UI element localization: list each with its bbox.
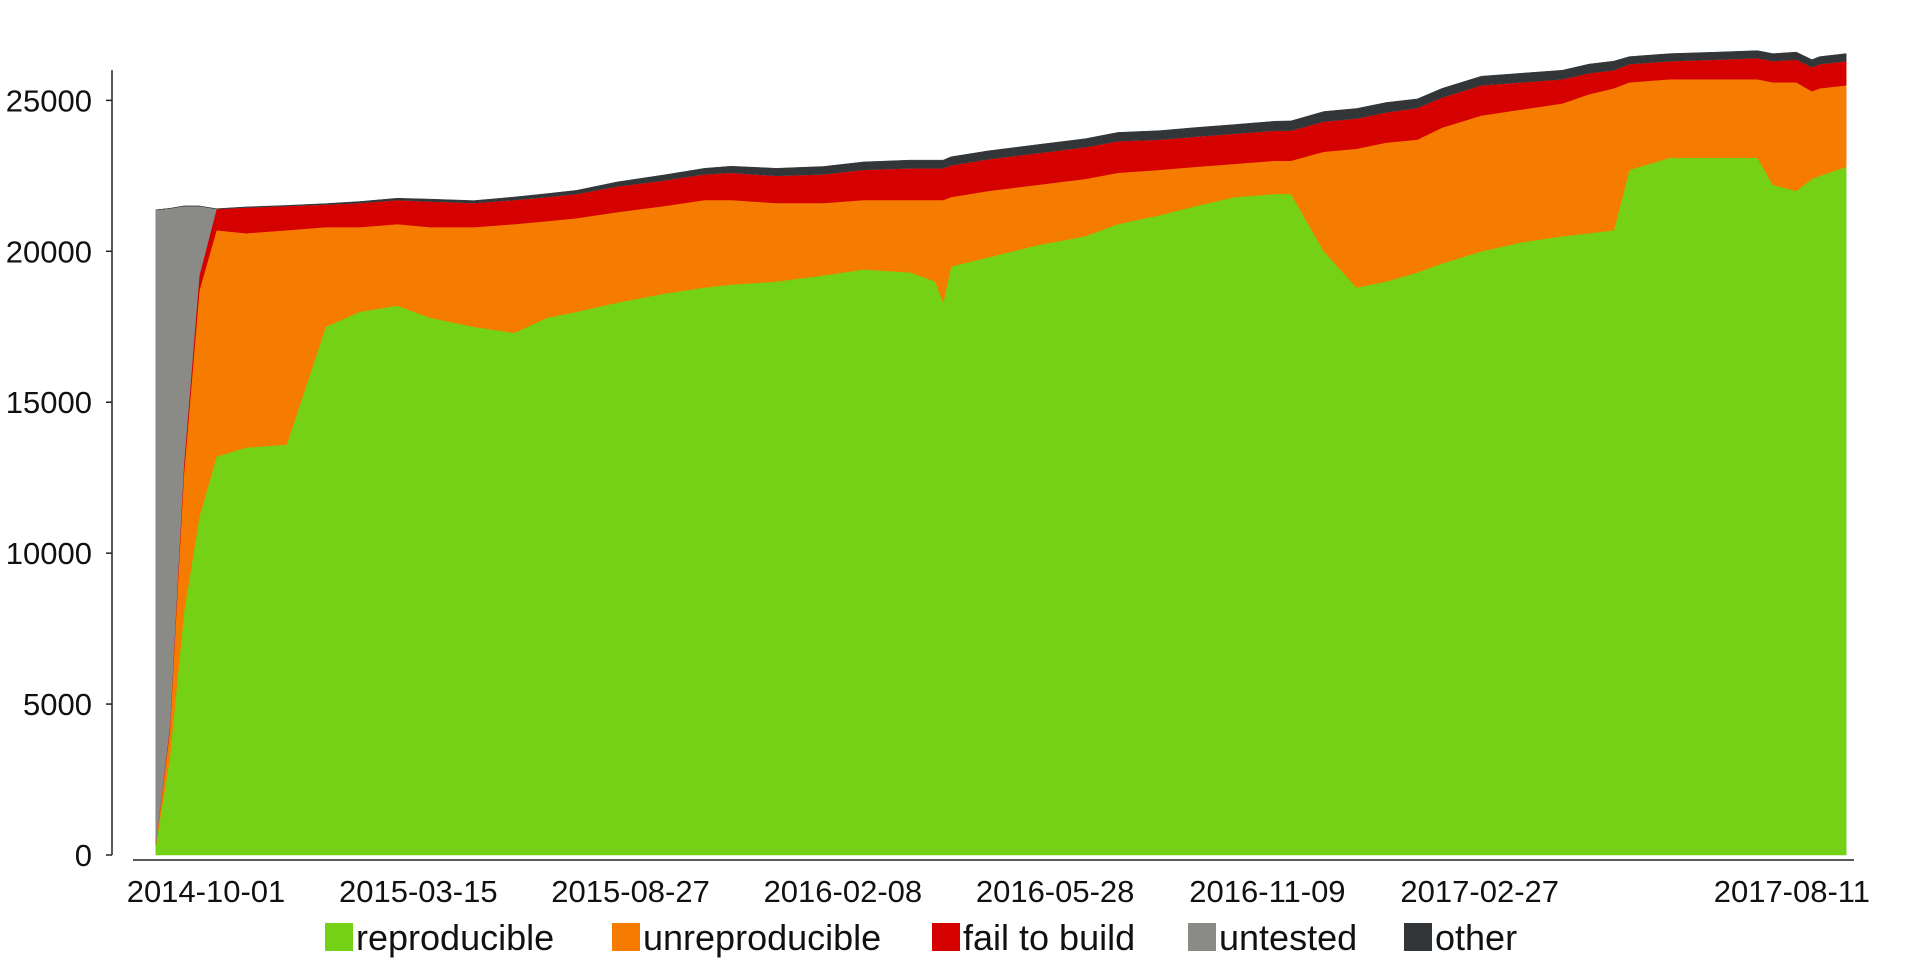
y-axis: 0 5000 10000 15000 20000 25000 [6,70,113,873]
y-tick-label: 5000 [23,687,92,722]
legend-item-fail-to-build: fail to build [932,917,1135,958]
legend-swatch [612,923,640,951]
legend-item-other: other [1404,917,1517,958]
legend-label: reproducible [356,917,554,958]
y-tick-label: 15000 [6,385,92,420]
legend-item-unreproducible: unreproducible [612,917,881,958]
x-tick-label: 2017-08-11 [1714,874,1870,909]
y-tick-label: 20000 [6,234,92,269]
x-axis: 2014-10-01 2015-03-15 2015-08-27 2016-02-08… [127,859,1870,909]
legend-label: other [1435,917,1517,958]
x-tick-label: 2016-05-28 [976,874,1135,909]
x-tick-label: 2014-10-01 [127,874,286,909]
x-tick-label: 2016-02-08 [764,874,923,909]
legend-swatch [325,923,353,951]
legend-item-reproducible: reproducible [325,917,554,958]
legend-swatch [1404,923,1432,951]
x-tick-label: 2017-02-27 [1400,874,1559,909]
x-tick-label: 2015-03-15 [339,874,498,909]
area-layers [155,50,1847,856]
legend: reproducible unreproducible fail to build u… [325,917,1517,958]
y-tick-label: 10000 [6,536,92,571]
legend-swatch [932,923,960,951]
y-tick-label: 0 [75,838,92,873]
legend-label: untested [1219,917,1357,958]
legend-item-untested: untested [1188,917,1357,958]
y-tick-label: 25000 [6,83,92,118]
legend-swatch [1188,923,1216,951]
area-other [155,50,1847,211]
x-tick-label: 2015-08-27 [551,874,710,909]
x-tick-label: 2016-11-09 [1189,874,1345,909]
legend-label: fail to build [963,917,1135,958]
legend-label: unreproducible [643,917,881,958]
